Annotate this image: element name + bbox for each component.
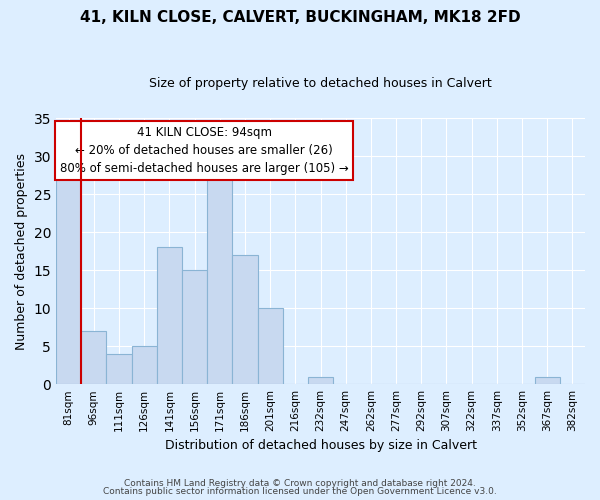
Bar — [207, 179, 232, 384]
Bar — [56, 179, 81, 384]
Bar — [232, 255, 257, 384]
Title: Size of property relative to detached houses in Calvert: Size of property relative to detached ho… — [149, 78, 492, 90]
Text: 41, KILN CLOSE, CALVERT, BUCKINGHAM, MK18 2FD: 41, KILN CLOSE, CALVERT, BUCKINGHAM, MK1… — [80, 10, 520, 25]
Bar — [535, 376, 560, 384]
Y-axis label: Number of detached properties: Number of detached properties — [15, 152, 28, 350]
Bar — [308, 376, 333, 384]
Text: 41 KILN CLOSE: 94sqm
← 20% of detached houses are smaller (26)
80% of semi-detac: 41 KILN CLOSE: 94sqm ← 20% of detached h… — [60, 126, 349, 175]
Bar — [106, 354, 131, 384]
Text: Contains HM Land Registry data © Crown copyright and database right 2024.: Contains HM Land Registry data © Crown c… — [124, 478, 476, 488]
Bar — [81, 331, 106, 384]
Bar — [157, 248, 182, 384]
Text: Contains public sector information licensed under the Open Government Licence v3: Contains public sector information licen… — [103, 487, 497, 496]
Bar — [182, 270, 207, 384]
X-axis label: Distribution of detached houses by size in Calvert: Distribution of detached houses by size … — [164, 440, 476, 452]
Bar — [257, 308, 283, 384]
Bar — [131, 346, 157, 384]
